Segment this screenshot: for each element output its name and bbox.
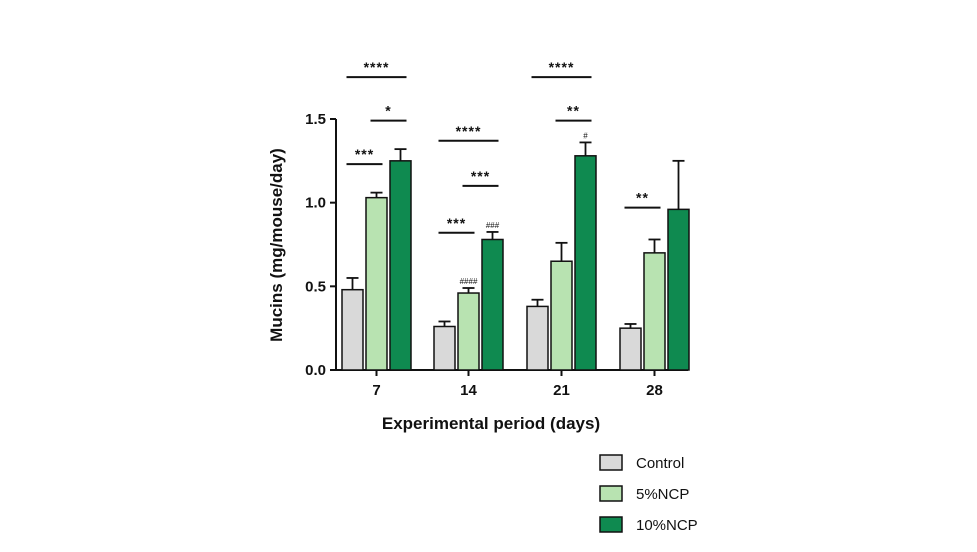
bar-Control-28 [619, 327, 642, 371]
y-axis-title: Mucins (mg/mouse/day) [267, 148, 286, 342]
bar-Control-21 [526, 305, 549, 371]
y-tick-label: 0.5 [305, 278, 326, 295]
bars [341, 141, 690, 371]
significance-label: ** [636, 190, 649, 206]
significance-label: **** [549, 59, 575, 75]
bar-Control-14 [433, 325, 456, 371]
legend-label-5%NCP: 5%NCP [636, 486, 689, 503]
bar-hash-mark: ### [486, 221, 500, 230]
bar-10%NCP-21 [574, 155, 597, 371]
bar-10%NCP-28 [667, 208, 690, 371]
legend-label-Control: Control [636, 455, 684, 472]
y-tick-label: 1.0 [305, 195, 326, 212]
bar-10%NCP-7 [389, 160, 412, 371]
significance-label: * [385, 103, 391, 119]
bar-Control-7 [341, 288, 364, 371]
significance-label: *** [355, 146, 374, 162]
bar-5%NCP-28 [643, 252, 666, 371]
x-axis-title: Experimental period (days) [382, 414, 600, 433]
bar-5%NCP-21 [550, 260, 573, 371]
bar-5%NCP-7 [365, 196, 388, 371]
significance-label: ** [567, 103, 580, 119]
significance-label: *** [447, 215, 466, 231]
x-tick-label: 14 [460, 382, 477, 399]
y-tick-label: 1.5 [305, 111, 326, 128]
legend-swatch-10%NCP [599, 516, 623, 533]
x-tick-label: 7 [372, 382, 380, 399]
significance-annotations: **************************######## [346, 59, 661, 286]
significance-label: *** [471, 168, 490, 184]
legend-swatch-Control [599, 454, 623, 471]
bar-hash-mark: #### [460, 277, 478, 286]
legend: Control 5%NCP 10%NCP [599, 454, 698, 534]
x-tick-label: 28 [646, 382, 663, 399]
significance-label: **** [364, 59, 390, 75]
x-tick-label: 21 [553, 382, 570, 399]
legend-label-10%NCP: 10%NCP [636, 517, 698, 534]
y-tick-label: 0.0 [305, 362, 326, 379]
bar-hash-mark: # [583, 131, 588, 140]
bar-10%NCP-14 [481, 238, 504, 371]
bar-5%NCP-14 [457, 292, 480, 371]
legend-swatch-5%NCP [599, 485, 623, 502]
significance-label: **** [456, 123, 482, 139]
